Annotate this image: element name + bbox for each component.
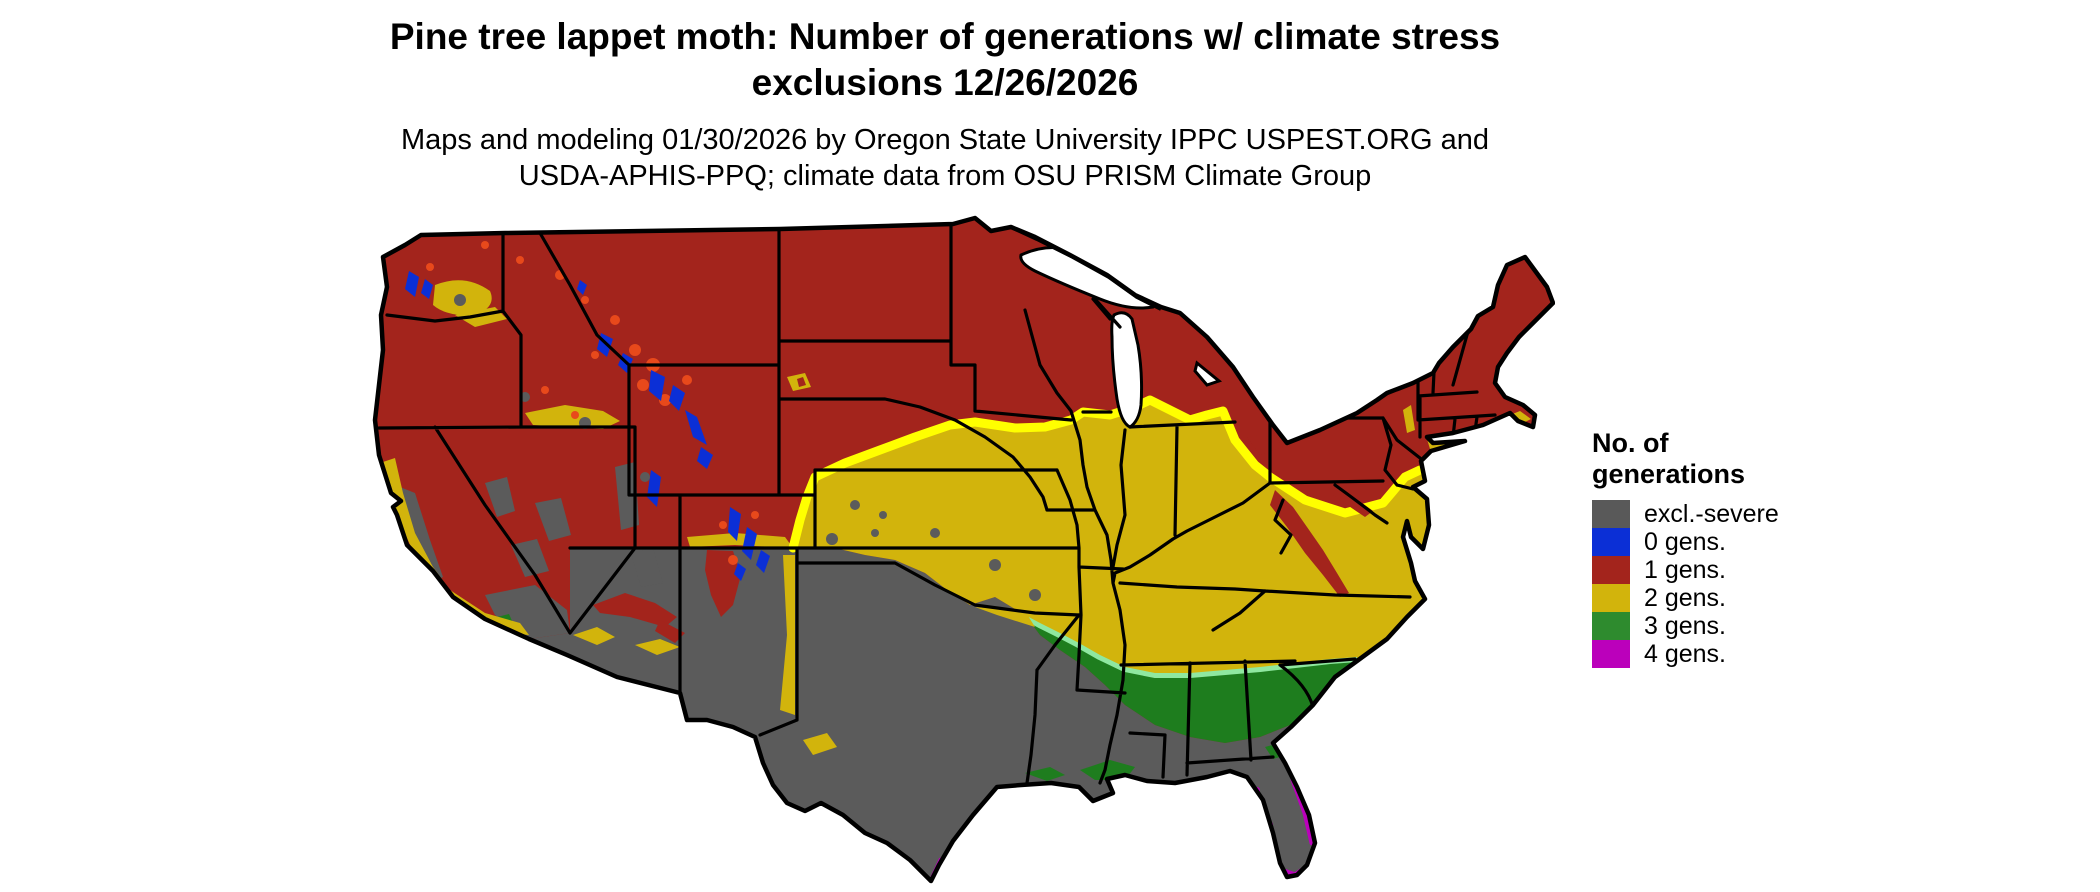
- legend-swatch-0-gens: [1592, 528, 1630, 556]
- legend-row-0-gens: 0 gens.: [1592, 528, 1912, 556]
- map-subtitle-line-1: Maps and modeling 01/30/2026 by Oregon S…: [400, 124, 1490, 156]
- legend-row-1-gens: 1 gens.: [1592, 556, 1912, 584]
- legend-row-2-gens: 2 gens.: [1592, 584, 1912, 612]
- orange-speckles: [426, 241, 759, 565]
- us-map-svg: [372, 215, 1556, 884]
- map-subtitle-line-2: USDA-APHIS-PPQ; climate data from OSU PR…: [518, 160, 1372, 192]
- legend-row-4-gens: 4 gens.: [1592, 640, 1912, 668]
- map-subtitle: Maps and modeling 01/30/2026 by Oregon S…: [0, 122, 1890, 194]
- legend-title-line-2: generations: [1592, 459, 1746, 489]
- legend-swatch-3-gens: [1592, 612, 1630, 640]
- legend-swatch-2-gens: [1592, 584, 1630, 612]
- legend-label-0-gens: 0 gens.: [1644, 527, 1727, 556]
- map-title: Pine tree lappet moth: Number of generat…: [0, 14, 1890, 106]
- map-title-line-2: exclusions 12/26/2026: [751, 62, 1139, 103]
- legend-row-excl-severe: excl.-severe: [1592, 500, 1912, 528]
- legend-swatch-excl-severe: [1592, 500, 1630, 528]
- us-generations-map: [335, 215, 1556, 885]
- legend-swatch-1-gens: [1592, 556, 1630, 584]
- saginaw-bay: [1193, 360, 1223, 387]
- legend-rows: excl.-severe 0 gens. 1 gens. 2 gens. 3 g…: [1592, 500, 1912, 668]
- legend: No. of generations excl.-severe 0 gens. …: [1592, 428, 1912, 668]
- legend-label-2-gens: 2 gens.: [1644, 583, 1727, 612]
- legend-row-3-gens: 3 gens.: [1592, 612, 1912, 640]
- legend-label-excl-severe: excl.-severe: [1644, 499, 1779, 528]
- legend-label-1-gens: 1 gens.: [1644, 555, 1727, 584]
- red-mountain-overlays: [593, 377, 1373, 643]
- map-fill-layers: [375, 218, 1553, 881]
- legend-title-line-1: No. of: [1592, 428, 1669, 458]
- us-outline: [372, 215, 1556, 884]
- legend-label-3-gens: 3 gens.: [1644, 611, 1727, 640]
- legend-swatch-4-gens: [1592, 640, 1630, 668]
- legend-label-4-gens: 4 gens.: [1644, 639, 1727, 668]
- map-title-line-1: Pine tree lappet moth: Number of generat…: [389, 16, 1501, 57]
